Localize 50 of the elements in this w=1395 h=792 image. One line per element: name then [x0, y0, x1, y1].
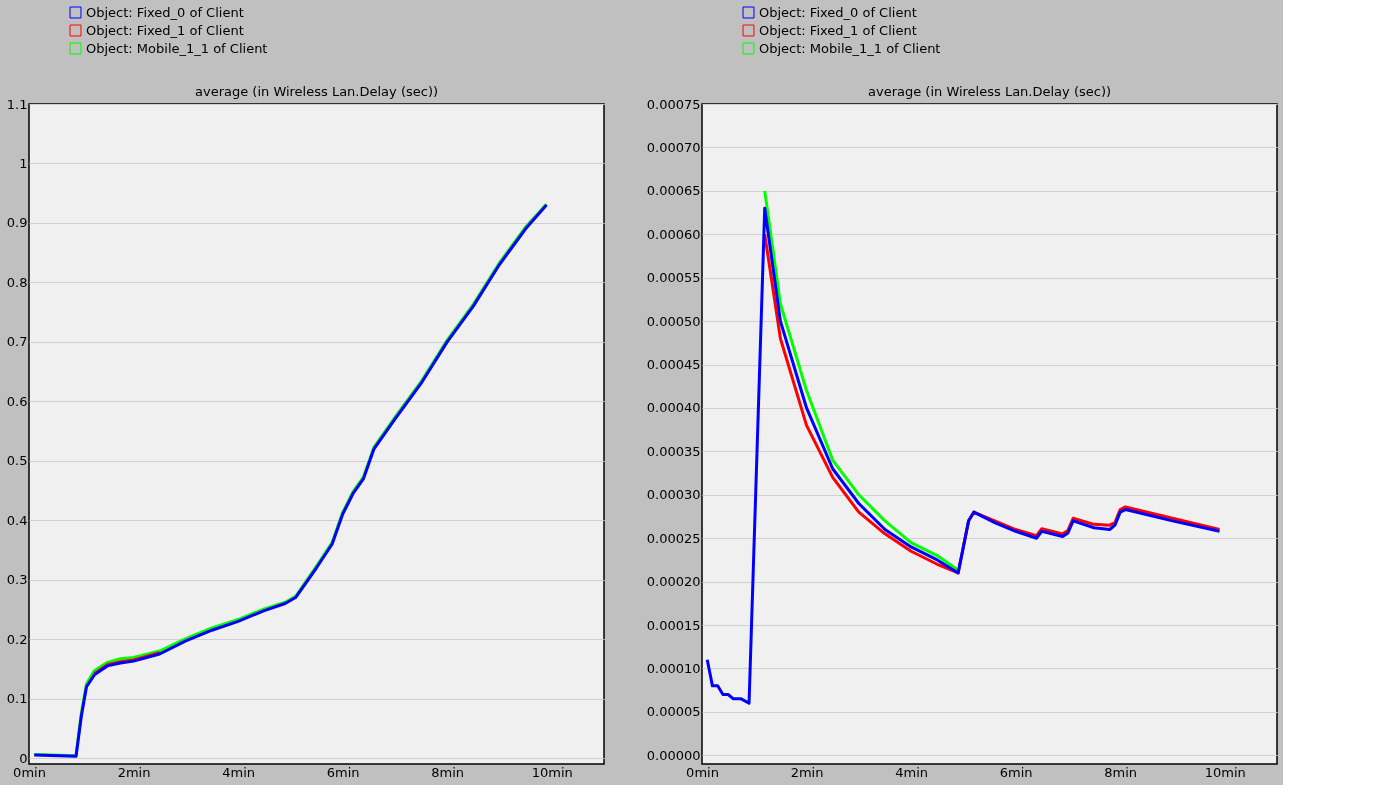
x-tick-label: 4min: [222, 764, 255, 780]
y-tick-label: 0.00020: [646, 574, 701, 590]
y-tick-label: 1: [19, 155, 28, 171]
legend-label: Object: Fixed_1 of Client: [86, 22, 244, 38]
legend-label: Object: Mobile_1_1 of Client: [759, 40, 941, 56]
y-tick-label: 0.00075: [646, 96, 701, 112]
legend-label: Object: Fixed_1 of Client: [759, 22, 917, 38]
y-tick-label: 0.00025: [646, 530, 701, 546]
y-tick-label: 0.00065: [646, 183, 701, 199]
x-tick-label: 6min: [999, 764, 1033, 780]
line-series: [705, 206, 1221, 705]
y-tick-label: 0.9: [6, 215, 28, 231]
x-tick-label: 2min: [117, 764, 151, 780]
y-tick-label: 1.1: [6, 96, 28, 112]
y-tick-label: 0.1: [6, 691, 28, 707]
y-tick-label: 0.7: [6, 334, 28, 350]
x-tick-label: 10min: [1204, 764, 1246, 780]
y-tick-label: 0.3: [6, 572, 28, 588]
x-tick-label: 6min: [326, 764, 360, 780]
y-tick-label: 0.5: [6, 453, 28, 469]
x-tick-label: 0min: [13, 764, 46, 780]
y-tick-label: 0.8: [6, 274, 28, 290]
legend-label: Object: Fixed_0 of Client: [86, 4, 244, 20]
x-tick-label: 2min: [790, 764, 824, 780]
y-tick-label: 0.00060: [646, 226, 701, 242]
x-tick-label: 4min: [895, 764, 928, 780]
y-tick-label: 0.00035: [646, 443, 701, 459]
y-tick-label: 0.2: [6, 631, 28, 647]
legend-label: Object: Fixed_0 of Client: [759, 4, 917, 20]
y-tick-label: 0.00005: [646, 704, 701, 720]
y-tick-label: 0.00050: [646, 313, 701, 329]
y-tick-label: 0.00015: [646, 617, 701, 633]
y-tick-label: 0.00000: [646, 747, 701, 763]
y-tick-label: 0.4: [6, 512, 28, 528]
y-tick-label: 0.00070: [646, 139, 701, 155]
chart-title: average (in Wireless Lan.Delay (sec)): [867, 84, 1112, 99]
y-tick-label: 0.00030: [646, 487, 701, 503]
x-tick-label: 0min: [686, 764, 719, 780]
y-tick-label: 0.00045: [646, 357, 701, 373]
y-tick-label: 0.00055: [646, 270, 701, 286]
y-tick-label: 0: [19, 750, 28, 766]
x-tick-label: 10min: [531, 764, 573, 780]
x-tick-label: 8min: [1104, 764, 1138, 780]
line-series: [763, 189, 960, 572]
y-tick-label: 0.00010: [646, 660, 701, 676]
chart-title: average (in Wireless Lan.Delay (sec)): [194, 84, 439, 99]
legend-label: Object: Mobile_1_1 of Client: [86, 40, 268, 56]
x-tick-label: 8min: [431, 764, 465, 780]
y-tick-label: 0.6: [6, 393, 28, 409]
y-tick-label: 0.00040: [646, 400, 701, 416]
